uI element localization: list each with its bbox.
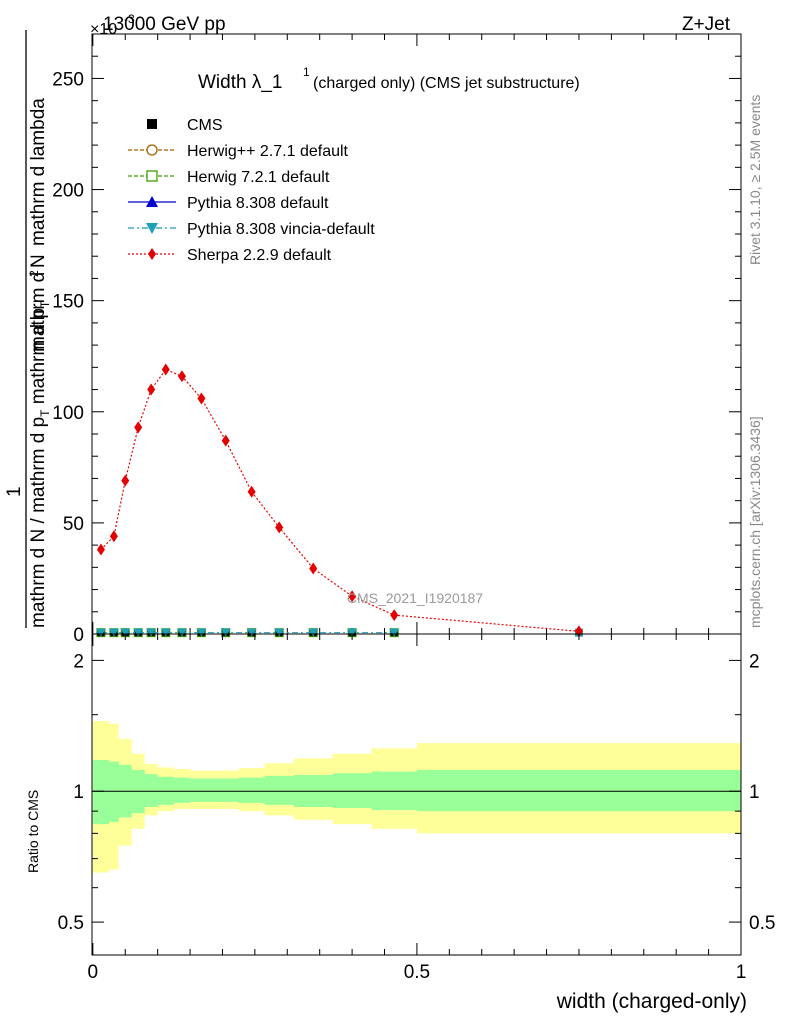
ratio-y-tick-label-right: 2 bbox=[749, 651, 760, 672]
sherpa-line bbox=[100, 368, 580, 632]
legend-label: CMS bbox=[187, 117, 223, 134]
y-tick-label: 250 bbox=[52, 69, 84, 90]
y-tick-label: 100 bbox=[52, 403, 84, 424]
legend-marker-square bbox=[147, 119, 157, 129]
ratio-y-tick-label: 1 bbox=[73, 782, 84, 803]
sherpa-point bbox=[177, 370, 186, 383]
ratio-y-tick-label: 0.5 bbox=[58, 913, 84, 934]
legend-marker-triangle-down bbox=[146, 223, 158, 234]
ylabel-numerator-power: 2 bbox=[27, 270, 41, 277]
xlabel: width (charged-only) bbox=[556, 990, 747, 1013]
ratio-ylabel: Ratio to CMS bbox=[25, 790, 41, 873]
legend-label: Herwig++ 2.7.1 default bbox=[187, 143, 349, 160]
rivet-label: Rivet 3.1.10, ≥ 2.5M events bbox=[747, 95, 763, 265]
header-left: 13000 GeV pp bbox=[103, 14, 226, 35]
sherpa-point bbox=[221, 434, 230, 447]
exponent-label: ×10 bbox=[90, 21, 117, 38]
legend-label: Sherpa 2.2.9 default bbox=[187, 247, 332, 264]
sherpa-point bbox=[109, 530, 118, 543]
plot-title-sup: 1 bbox=[303, 65, 310, 79]
vincia-point bbox=[308, 628, 319, 637]
ratio-band-green bbox=[92, 759, 742, 825]
ylabel-prefactor: 1 bbox=[4, 486, 25, 497]
x-tick-label: 1 bbox=[736, 962, 747, 983]
vincia-point bbox=[146, 628, 157, 637]
sherpa-point bbox=[134, 421, 143, 434]
sherpa-point bbox=[247, 485, 256, 498]
legend-label: Herwig 7.2.1 default bbox=[187, 169, 330, 186]
sherpa-point bbox=[309, 562, 318, 575]
ratio-y-tick-label-right: 1 bbox=[749, 782, 760, 803]
y-tick-label: 0 bbox=[73, 625, 84, 646]
sherpa-point bbox=[197, 392, 206, 405]
vincia-point bbox=[196, 628, 207, 637]
x-tick-label: 0 bbox=[88, 962, 99, 983]
sherpa-point bbox=[96, 543, 105, 556]
sherpa-point bbox=[275, 521, 284, 534]
main-ylabel: 1 mathrm d N / mathrm d pT mathrm d pT m… bbox=[4, 30, 52, 628]
legend-marker-circle bbox=[146, 144, 158, 156]
sherpa-point bbox=[121, 474, 130, 487]
sherpa-point bbox=[390, 609, 399, 622]
mcplots-label: mcplots.cern.ch [arXiv:1306.3436] bbox=[747, 416, 763, 628]
exponent-power: -3 bbox=[124, 12, 135, 26]
sherpa-point bbox=[147, 383, 156, 396]
ylabel-numerator-2: mathrm d lambda bbox=[28, 98, 49, 246]
plot-title-sub: (charged only) (CMS jet substructure) bbox=[313, 75, 580, 92]
header-right: Z+Jet bbox=[682, 14, 731, 35]
ratio-bands bbox=[92, 721, 742, 873]
sherpa-point bbox=[161, 363, 170, 376]
y-tick-label: 50 bbox=[63, 514, 84, 535]
analysis-watermark: CMS_2021_I1920187 bbox=[347, 590, 483, 606]
x-tick-label: 0.5 bbox=[404, 962, 430, 983]
main-plot: 0 50 100 150 200 250 bbox=[52, 33, 742, 646]
plot-title: Width λ_1 bbox=[198, 72, 282, 93]
y-tick-label: 200 bbox=[52, 181, 84, 202]
ylabel-denominator: mathrm d N / mathrm d pT mathrm d pT bbox=[28, 300, 52, 628]
sherpa-point bbox=[348, 590, 357, 603]
y-tick-label: 150 bbox=[52, 292, 84, 313]
ylabel-numerator-1: mathrm d bbox=[28, 272, 49, 352]
ratio-y-tick-label-right: 0.5 bbox=[749, 913, 775, 934]
legend-label: Pythia 8.308 vincia-default bbox=[187, 221, 375, 238]
ratio-plot: 0.5 0.5 1 1 2 2 0 0.5 1 bbox=[58, 633, 775, 983]
legend-label: Pythia 8.308 default bbox=[187, 195, 329, 212]
ylabel-numerator-n: N bbox=[28, 254, 49, 268]
vincia-point bbox=[160, 628, 171, 637]
ratio-y-tick-label: 2 bbox=[73, 651, 84, 672]
legend-marker-open-square bbox=[146, 170, 158, 182]
legend-marker-triangle bbox=[146, 196, 158, 207]
legend: CMS Herwig++ 2.7.1 default Herwig 7.2.1 de… bbox=[128, 117, 375, 264]
legend-marker-diamond bbox=[148, 248, 156, 260]
